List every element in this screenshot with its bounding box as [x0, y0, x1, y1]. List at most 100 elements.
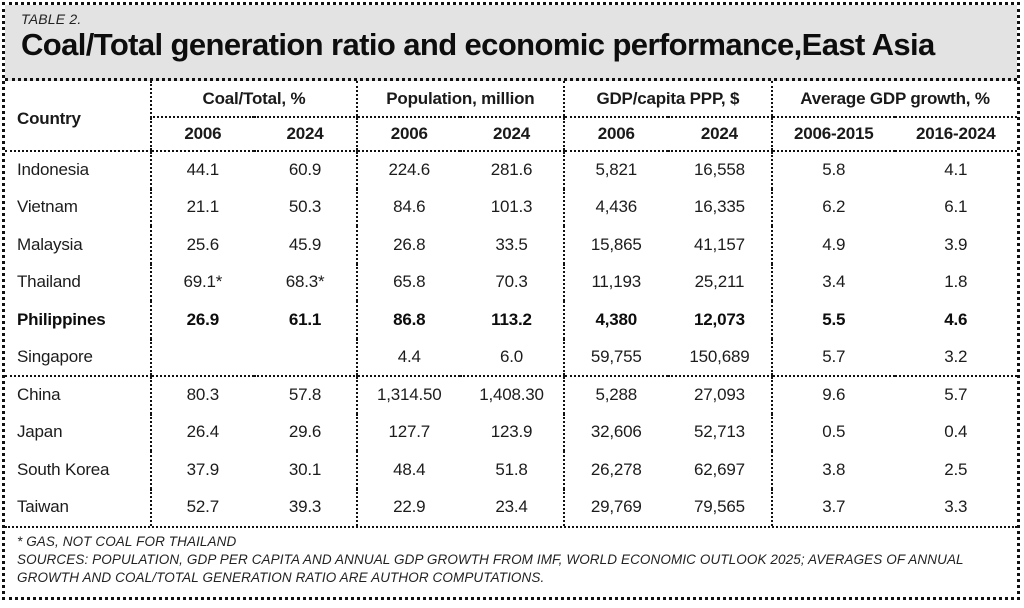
country-cell: Japan: [17, 422, 63, 442]
value-cell: 84.6: [356, 188, 461, 226]
table-row: Taiwan 52.7 39.3 22.9 23.4 29,769 79,565 3.7 3.3: [5, 488, 1017, 526]
value-cell: 45.9: [288, 234, 322, 254]
year-header-row: 2006 2024 2006 2024 2006 2024 2006-2015 …: [5, 117, 1017, 152]
value-cell: 39.3: [288, 497, 322, 517]
table-body: Indonesia 44.1 60.9 224.6 281.6 5,821 16,558 5.…: [5, 151, 1017, 526]
country-cell: China: [17, 385, 61, 405]
value-cell: 16,335: [694, 197, 745, 217]
value-cell: 26.8: [356, 226, 461, 264]
value-cell: [149, 338, 254, 377]
value-cell: 113.2: [491, 309, 532, 329]
value-cell: 30.1: [288, 459, 322, 479]
value-cell: 101.3: [490, 197, 533, 217]
value-cell: 26.9: [149, 301, 254, 339]
table-row: South Korea 37.9 30.1 48.4 51.8 26,278 62,697 3…: [5, 451, 1017, 489]
value-cell: 4,380: [562, 301, 668, 339]
value-cell: 37.9: [149, 451, 254, 489]
value-cell: 15,865: [562, 226, 668, 264]
value-cell: 6.1: [944, 197, 968, 217]
table-row: Indonesia 44.1 60.9 224.6 281.6 5,821 16,558 5.…: [5, 151, 1017, 189]
value-cell: 50.3: [288, 197, 322, 217]
value-cell: 281.6: [490, 160, 533, 180]
footnote-asterisk: * GAS, NOT COAL FOR THAILAND: [17, 534, 237, 549]
column-header-gdp-capita: GDP/capita PPP, $: [562, 81, 773, 118]
value-cell: 4.9: [771, 226, 895, 264]
value-cell: 1,408.30: [479, 385, 544, 405]
value-cell: 25.6: [149, 226, 254, 264]
value-cell: 123.9: [490, 422, 533, 442]
value-cell: 0.5: [771, 413, 895, 451]
subheader-gdp-2024: 2024: [667, 117, 773, 152]
value-cell: 62,697: [694, 459, 745, 479]
country-cell: South Korea: [17, 459, 110, 479]
footnote-sources: SOURCES: POPULATION, GDP PER CAPITA AND …: [17, 551, 964, 585]
value-cell: 1.8: [944, 272, 968, 292]
subheader-pop-2006: 2006: [356, 117, 461, 152]
table-row: Japan 26.4 29.6 127.7 123.9 32,606 52,713 0.5 0.…: [5, 413, 1017, 451]
value-cell: 25,211: [694, 272, 745, 292]
title-band: TABLE 2. Coal/Total generation ratio and…: [5, 5, 1017, 81]
value-cell: 26,278: [562, 451, 668, 489]
country-cell: Philippines: [17, 309, 106, 329]
table-row: China 80.3 57.8 1,314.50 1,408.30 5,288 27,093…: [5, 376, 1017, 414]
subheader-growth-2006-2015: 2006-2015: [771, 117, 895, 152]
country-cell: Taiwan: [17, 497, 69, 517]
value-cell: 69.1*: [149, 263, 254, 301]
value-cell: 9.6: [771, 376, 895, 414]
value-cell: 80.3: [149, 376, 254, 414]
table-row: Thailand 69.1* 68.3* 65.8 70.3 11,193 25,211 3.…: [5, 263, 1017, 301]
subheader-growth-2016-2024: 2016-2024: [894, 117, 1017, 152]
value-cell: 3.3: [944, 497, 968, 517]
value-cell: 61.1: [288, 309, 322, 329]
value-cell: 29.6: [288, 422, 322, 442]
value-cell: [253, 338, 358, 377]
value-cell: 32,606: [562, 413, 668, 451]
value-cell: 52.7: [149, 488, 254, 526]
table-row: Vietnam 21.1 50.3 84.6 101.3 4,436 16,335 6.2 6.…: [5, 188, 1017, 226]
subheader-pop-2024: 2024: [460, 117, 564, 152]
value-cell: 4,436: [562, 188, 668, 226]
value-cell: 86.8: [356, 301, 461, 339]
value-cell: 16,558: [694, 160, 745, 180]
value-cell: 11,193: [562, 263, 668, 301]
value-cell: 3.7: [771, 488, 895, 526]
value-cell: 5.7: [944, 385, 968, 405]
value-cell: 51.8: [495, 459, 528, 479]
value-cell: 6.2: [771, 188, 895, 226]
value-cell: 33.5: [495, 234, 528, 254]
value-cell: 5.8: [771, 151, 895, 189]
value-cell: 4.1: [944, 160, 968, 180]
value-cell: 150,689: [667, 338, 773, 377]
value-cell: 27,093: [694, 385, 745, 405]
country-cell: Malaysia: [17, 234, 83, 254]
value-cell: 127.7: [356, 413, 461, 451]
value-cell: 52,713: [694, 422, 745, 442]
value-cell: 65.8: [356, 263, 461, 301]
data-table: Country Coal/Total, % Population, millio…: [5, 81, 1017, 526]
value-cell: 5.5: [771, 301, 895, 339]
value-cell: 79,565: [694, 497, 745, 517]
column-header-coal-total: Coal/Total, %: [149, 81, 358, 118]
value-cell: 12,073: [694, 309, 745, 329]
table-number-label: TABLE 2.: [21, 11, 82, 27]
page-title: Coal/Total generation ratio and economic…: [21, 27, 935, 62]
value-cell: 5,288: [562, 376, 668, 414]
value-cell: 224.6: [356, 151, 461, 189]
table-header: Country Coal/Total, % Population, millio…: [5, 81, 1017, 152]
country-cell: Thailand: [17, 272, 81, 292]
value-cell: 3.2: [894, 338, 1017, 377]
value-cell: 59,755: [562, 338, 668, 377]
value-cell: 4.6: [944, 309, 968, 329]
value-cell: 5.7: [771, 338, 895, 377]
country-cell: Singapore: [5, 338, 151, 377]
column-header-population: Population, million: [356, 81, 564, 118]
table-frame: TABLE 2. Coal/Total generation ratio and…: [2, 2, 1020, 600]
subheader-coal-2006: 2006: [149, 117, 254, 152]
table-row: Philippines 26.9 61.1 86.8 113.2 4,380 12,073 5…: [5, 301, 1017, 339]
column-header-gdp-growth: Average GDP growth, %: [771, 81, 1017, 118]
value-cell: 0.4: [944, 422, 968, 442]
subheader-gdp-2006: 2006: [562, 117, 668, 152]
value-cell: 68.3*: [285, 272, 325, 292]
value-cell: 23.4: [495, 497, 528, 517]
value-cell: 70.3: [495, 272, 528, 292]
